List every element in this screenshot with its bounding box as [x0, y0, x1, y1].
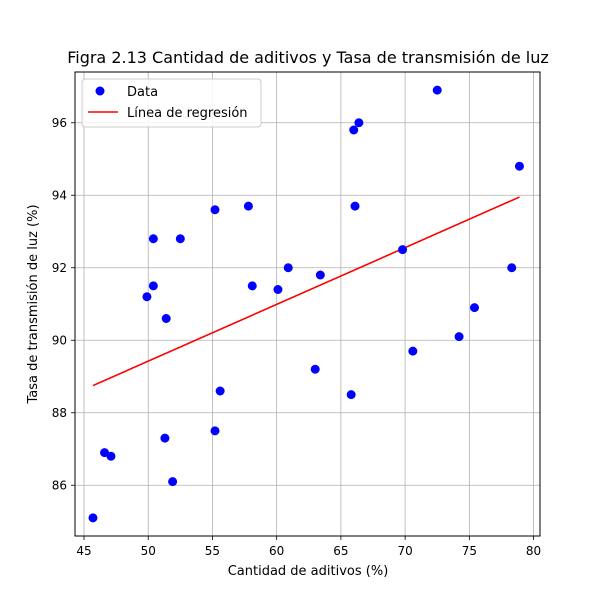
data-point [507, 263, 517, 273]
x-tick-label: 65 [333, 544, 348, 558]
grid [75, 72, 540, 536]
legend-marker-data [95, 86, 105, 96]
data-point [161, 314, 171, 323]
regression-line [92, 196, 520, 387]
legend-label-regression: Línea de regresión [127, 106, 248, 121]
y-tick-label: 90 [52, 333, 67, 347]
data-point [142, 292, 152, 302]
x-tick-label: 50 [141, 544, 156, 558]
y-tick-label: 86 [52, 478, 67, 492]
data-point [283, 263, 293, 273]
x-tick-label: 70 [397, 544, 412, 558]
data-point [349, 125, 359, 135]
data-point [273, 285, 283, 294]
data-point [354, 118, 364, 128]
x-tick-label: 60 [269, 544, 284, 558]
data-point [469, 303, 479, 313]
data-point [247, 281, 257, 291]
data-point [88, 513, 98, 523]
y-axis-label: Tasa de transmisión de luz (%) [26, 204, 41, 404]
data-point [175, 234, 185, 244]
data-point [106, 451, 116, 461]
legend: Data Línea de regresión [81, 78, 262, 128]
x-tick-label: 75 [462, 544, 477, 558]
legend-label-data: Data [127, 85, 158, 100]
axis-ticks: 45 50 55 60 65 70 75 80 86 88 90 92 94 96 [52, 116, 541, 558]
data-point [215, 386, 225, 396]
data-point [408, 346, 418, 356]
x-tick-label: 45 [76, 544, 91, 558]
data-point [160, 433, 170, 443]
data-point [148, 234, 158, 244]
y-tick-label: 92 [52, 261, 67, 275]
data-point [350, 201, 360, 211]
y-tick-label: 96 [52, 116, 67, 130]
data-point [432, 85, 442, 95]
data-point [315, 270, 325, 280]
data-points [88, 85, 524, 523]
data-point [454, 332, 464, 342]
data-point [398, 245, 408, 255]
data-point [168, 477, 178, 487]
y-tick-label: 88 [52, 406, 67, 420]
data-point [210, 205, 220, 215]
data-point [310, 364, 320, 374]
x-tick-label: 55 [205, 544, 220, 558]
chart-title: Figra 2.13 Cantidad de aditivos y Tasa d… [67, 48, 549, 67]
x-tick-label: 80 [526, 544, 541, 558]
data-point [346, 390, 356, 400]
x-axis-label: Cantidad de aditivos (%) [228, 564, 389, 579]
legend-box [81, 78, 262, 128]
data-point [243, 201, 253, 211]
data-point [210, 426, 220, 436]
y-tick-label: 94 [52, 188, 67, 202]
data-point [514, 161, 524, 171]
plot-frame [74, 71, 541, 537]
data-point [148, 281, 158, 291]
